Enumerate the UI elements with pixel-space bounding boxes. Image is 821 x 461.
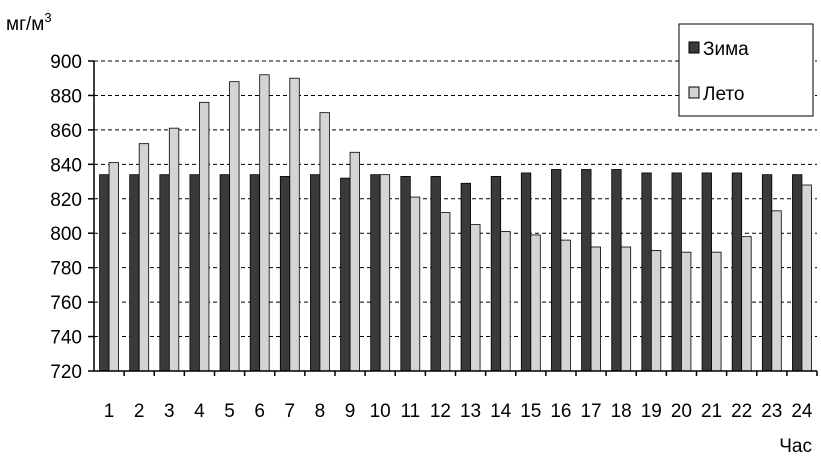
x-tick-label: 10 bbox=[370, 401, 391, 422]
x-tick-label: 24 bbox=[791, 401, 813, 422]
legend: Зима Лето bbox=[678, 23, 814, 117]
bar-zima bbox=[551, 169, 562, 372]
bar-leto bbox=[409, 196, 421, 372]
legend-swatch-leto bbox=[688, 86, 700, 99]
bar-zima bbox=[520, 172, 532, 372]
y-tick-label: 880 bbox=[50, 86, 82, 107]
legend-box bbox=[678, 23, 814, 117]
x-tick-label: 12 bbox=[430, 401, 451, 422]
bar-zima bbox=[189, 174, 200, 372]
bar-zima bbox=[611, 169, 622, 372]
bar-leto bbox=[319, 112, 330, 372]
bar-zima bbox=[249, 174, 261, 372]
axes bbox=[88, 60, 818, 376]
x-tick-label: 5 bbox=[224, 401, 235, 422]
bar-zima bbox=[641, 172, 652, 372]
x-tick-label: 14 bbox=[490, 401, 512, 422]
x-tick-label: 7 bbox=[285, 401, 296, 422]
bar-zima bbox=[219, 174, 230, 372]
y-tick-label: 900 bbox=[50, 52, 82, 73]
y-tick-label: 840 bbox=[50, 155, 82, 176]
bar-zima bbox=[581, 169, 592, 372]
x-tick-label: 4 bbox=[194, 401, 205, 422]
y-axis-label-superscript: 3 bbox=[44, 10, 51, 25]
bar-zima bbox=[370, 174, 381, 372]
x-tick-label: 1 bbox=[104, 401, 115, 422]
bar-leto bbox=[440, 212, 451, 372]
x-tick-label: 13 bbox=[460, 401, 481, 422]
bar-zima bbox=[792, 174, 803, 372]
y-tick-label: 720 bbox=[50, 362, 82, 383]
bar-zima bbox=[731, 172, 743, 372]
x-tick-label: 20 bbox=[671, 401, 692, 422]
x-tick-label: 16 bbox=[550, 401, 571, 422]
x-tick-label: 2 bbox=[134, 401, 145, 422]
bar-leto bbox=[771, 210, 782, 372]
bar-leto bbox=[199, 101, 210, 372]
bar-zima bbox=[279, 175, 291, 372]
y-tick-label: 740 bbox=[50, 328, 82, 349]
y-tick-label: 780 bbox=[50, 259, 82, 280]
x-tick-label: 21 bbox=[701, 401, 722, 422]
x-tick-label: 22 bbox=[731, 401, 752, 422]
bar-zima bbox=[159, 174, 170, 372]
y-tick-label: 800 bbox=[50, 224, 82, 245]
bar-zima bbox=[671, 172, 682, 372]
bars bbox=[99, 74, 812, 372]
y-tick-label: 860 bbox=[50, 121, 82, 142]
bar-leto bbox=[138, 143, 150, 372]
x-tick-labels: 1 2 3 4 5 6 7 8 9 10 11 12 13 14 15 16 17 18 19 20 21 22 23 24 bbox=[104, 401, 813, 422]
legend-label-zima: Зима bbox=[703, 39, 749, 60]
bar-leto bbox=[590, 246, 601, 372]
bar-leto bbox=[470, 224, 481, 372]
bar-zima bbox=[761, 174, 773, 372]
bar-leto bbox=[530, 234, 541, 372]
x-tick-label: 6 bbox=[254, 401, 265, 422]
y-tick-label: 820 bbox=[50, 190, 82, 211]
y-tick-labels: 900 880 860 840 820 800 780 760 740 720 bbox=[50, 52, 82, 383]
bar-zima bbox=[99, 174, 110, 372]
bar-zima bbox=[430, 175, 441, 372]
bar-leto bbox=[349, 151, 360, 372]
bar-leto bbox=[500, 231, 511, 372]
x-tick-label: 9 bbox=[345, 401, 356, 422]
x-axis-label: Час bbox=[779, 436, 812, 456]
x-tick-label: 23 bbox=[761, 401, 782, 422]
bar-zima bbox=[129, 174, 140, 372]
bar-zima bbox=[400, 175, 411, 372]
x-tick-label: 18 bbox=[611, 401, 632, 422]
bar-leto bbox=[168, 127, 180, 372]
bar-leto bbox=[289, 77, 300, 372]
bar-zima bbox=[490, 175, 502, 372]
bar-leto bbox=[229, 81, 240, 372]
x-tick-label: 19 bbox=[641, 401, 662, 422]
y-tick-label: 760 bbox=[50, 293, 82, 314]
bar-leto bbox=[711, 251, 722, 372]
bar-leto bbox=[560, 239, 571, 372]
bar-leto bbox=[801, 184, 812, 372]
x-tick-label: 8 bbox=[315, 401, 326, 422]
y-axis-label: мг/м3 bbox=[6, 10, 52, 35]
x-tick-label: 3 bbox=[164, 401, 175, 422]
x-tick-label: 17 bbox=[580, 401, 601, 422]
bar-leto bbox=[379, 174, 391, 372]
bar-zima bbox=[701, 172, 712, 372]
bar-leto bbox=[650, 250, 662, 372]
bar-leto bbox=[259, 74, 270, 372]
bar-leto bbox=[108, 162, 119, 372]
legend-swatch-zima bbox=[688, 41, 700, 54]
bar-zima bbox=[340, 177, 351, 372]
bar-leto bbox=[741, 236, 752, 372]
bar-zima bbox=[310, 174, 321, 372]
x-tick-label: 15 bbox=[520, 401, 541, 422]
legend-label-leto: Лето bbox=[703, 84, 744, 105]
bar-leto bbox=[681, 251, 692, 372]
bar-zima bbox=[460, 182, 471, 372]
x-tick-label: 11 bbox=[400, 401, 420, 422]
bar-leto bbox=[620, 246, 632, 372]
